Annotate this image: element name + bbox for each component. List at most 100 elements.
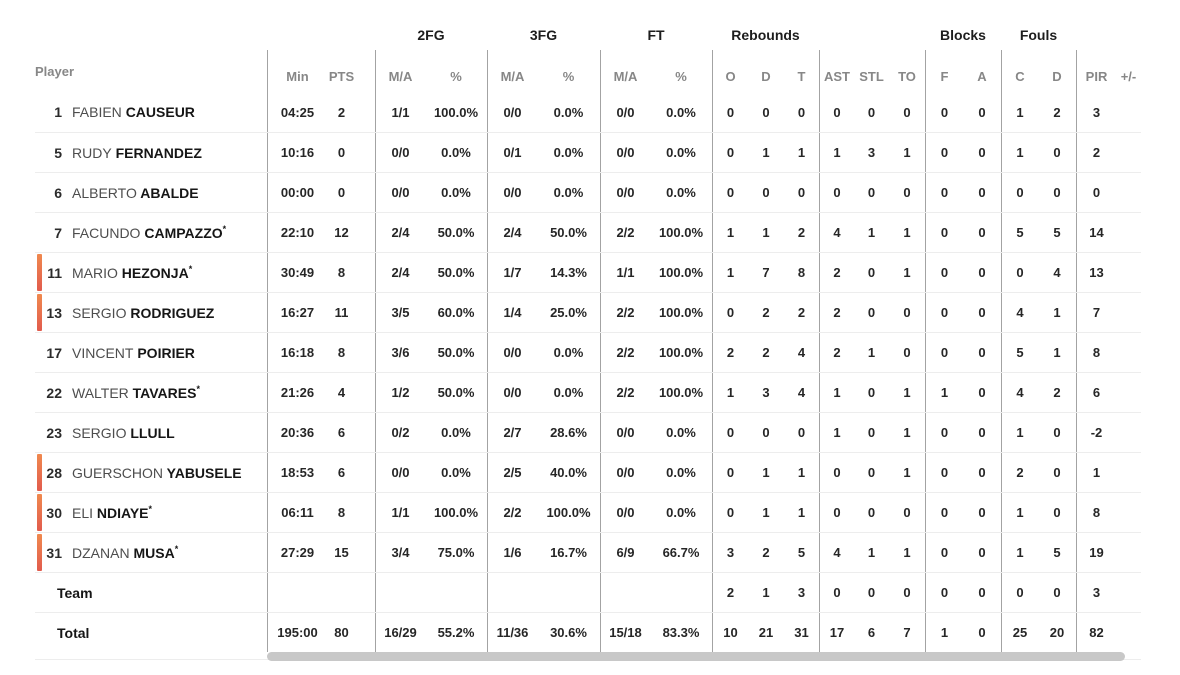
player-name: MARIO HEZONJA* — [72, 263, 193, 281]
cell-2fg-pct: 0.0% — [441, 185, 471, 200]
jersey-number: 17 — [46, 344, 62, 361]
horizontal-scrollbar-thumb[interactable] — [267, 652, 1125, 661]
cell-ft-ma: 0/0 — [600, 173, 650, 212]
cell-ast: 1 — [819, 373, 854, 412]
cell-plusminus — [1116, 413, 1141, 452]
col-blk-a: A — [977, 69, 987, 84]
summary-label: Team — [57, 584, 93, 601]
jersey-number: 1 — [54, 104, 62, 120]
col-2fg-pct: % — [450, 69, 462, 84]
cell-foul-c: 1 — [1001, 413, 1038, 452]
cell-reb-d: 1 — [762, 505, 770, 520]
cell-min: 195:00 — [267, 613, 327, 652]
cell-foul-d: 0 — [1053, 425, 1061, 440]
starter-asterisk: * — [188, 263, 193, 274]
cell-3fg-pct: 40.0% — [550, 465, 587, 480]
cell-2fg-pct: 60.0% — [437, 305, 475, 320]
table-row: 6 ALBERTO ABALDE 00:00 0 0/0 0.0% 0/0 0.… — [35, 172, 1141, 212]
cell-plusminus — [1116, 533, 1141, 572]
cell-min: 22:10 — [267, 213, 327, 252]
cell-pir: 6 — [1076, 373, 1116, 412]
cell-pts: 80 — [334, 625, 349, 640]
cell-foul-c: 0 — [1001, 173, 1038, 212]
cell-to: 0 — [903, 185, 911, 200]
cell-pts: 2 — [337, 104, 346, 120]
player-cell: 28 GUERSCHON YABUSELE — [35, 453, 267, 492]
cell-blk-f: 0 — [925, 573, 963, 612]
cell-blk-a: 0 — [978, 265, 986, 280]
player-cell: 5 RUDY FERNANDEZ — [35, 133, 267, 172]
cell-reb-t: 0 — [797, 425, 806, 440]
cell-reb-d: 1 — [762, 465, 770, 480]
cell-2fg-ma: 3/4 — [375, 533, 425, 572]
cell-min: 06:11 — [267, 493, 327, 532]
cell-3fg-ma: 2/4 — [487, 213, 537, 252]
group-fouls: Fouls — [1019, 27, 1058, 43]
jersey-number: 13 — [46, 304, 62, 321]
cell-2fg-pct: 50.0% — [437, 345, 475, 360]
cell-stl: 0 — [867, 385, 876, 400]
cell-reb-d: 2 — [762, 305, 770, 320]
cell-plusminus — [1116, 293, 1141, 332]
jersey-number: 22 — [46, 384, 62, 401]
cell-ast: 4 — [819, 213, 854, 252]
cell-ft-ma: 2/2 — [600, 333, 650, 372]
group-3fg: 3FG — [529, 27, 558, 43]
cell-foul-c: 1 — [1001, 133, 1038, 172]
cell-plusminus — [1116, 453, 1141, 492]
player-name: DZANAN MUSA* — [72, 543, 179, 561]
cell-ft-pct: 0.0% — [666, 185, 696, 200]
cell-min: 04:25 — [267, 92, 327, 132]
cell-3fg-ma — [487, 573, 537, 612]
cell-foul-d: 0 — [1053, 465, 1061, 480]
cell-3fg-pct: 100.0% — [546, 505, 591, 520]
cell-to: 1 — [903, 145, 911, 160]
cell-2fg-ma: 0/0 — [375, 453, 425, 492]
cell-2fg-ma: 3/6 — [375, 333, 425, 372]
cell-blk-f: 0 — [925, 293, 963, 332]
player-cell: 23 SERGIO LLULL — [35, 413, 267, 452]
cell-blk-a: 0 — [978, 585, 986, 600]
cell-blk-a: 0 — [978, 385, 986, 400]
cell-3fg-ma: 2/5 — [487, 453, 537, 492]
cell-3fg-ma: 0/1 — [487, 133, 537, 172]
cell-2fg-ma — [375, 573, 425, 612]
cell-foul-c: 5 — [1001, 333, 1038, 372]
cell-reb-d: 0 — [762, 104, 770, 120]
cell-3fg-ma: 2/7 — [487, 413, 537, 452]
column-header-row: Player Min PTS M/A % M/A % M/A % O D T A… — [35, 50, 1141, 92]
cell-plusminus — [1116, 373, 1141, 412]
col-player: Player — [35, 63, 75, 79]
cell-pts: 15 — [334, 545, 349, 560]
cell-2fg-ma: 1/2 — [375, 373, 425, 412]
cell-pts: 12 — [334, 225, 349, 240]
cell-pir: 1 — [1076, 453, 1116, 492]
cell-pir: 0 — [1076, 173, 1116, 212]
cell-min: 20:36 — [267, 413, 327, 452]
cell-reb-o: 1 — [712, 213, 748, 252]
player-cell: 31 DZANAN MUSA* — [35, 533, 267, 572]
cell-reb-t: 3 — [797, 585, 806, 600]
cell-ft-pct: 83.3% — [662, 625, 700, 640]
cell-ast: 1 — [819, 413, 854, 452]
group-header-row: 2FG 3FG FT Rebounds Blocks Fouls — [35, 20, 1141, 50]
player-cell: 7 FACUNDO CAMPAZZO* — [35, 213, 267, 252]
cell-foul-c: 4 — [1001, 373, 1038, 412]
cell-foul-d: 0 — [1053, 505, 1061, 520]
cell-plusminus — [1116, 253, 1141, 292]
cell-blk-a: 0 — [978, 505, 986, 520]
group-blocks: Blocks — [940, 27, 986, 43]
cell-stl: 1 — [867, 545, 876, 560]
player-name: SERGIO LLULL — [72, 424, 175, 441]
cell-reb-d: 0 — [762, 185, 770, 200]
cell-pts: 6 — [337, 465, 346, 480]
cell-pts: 8 — [337, 505, 346, 520]
cell-2fg-ma: 1/1 — [375, 92, 425, 132]
cell-reb-t: 2 — [797, 305, 806, 320]
cell-3fg-pct: 16.7% — [550, 545, 587, 560]
cell-reb-o: 0 — [712, 413, 748, 452]
cell-2fg-pct — [425, 573, 487, 612]
col-reb-o: O — [712, 50, 748, 92]
cell-reb-t: 2 — [797, 225, 806, 240]
cell-blk-f: 0 — [925, 133, 963, 172]
